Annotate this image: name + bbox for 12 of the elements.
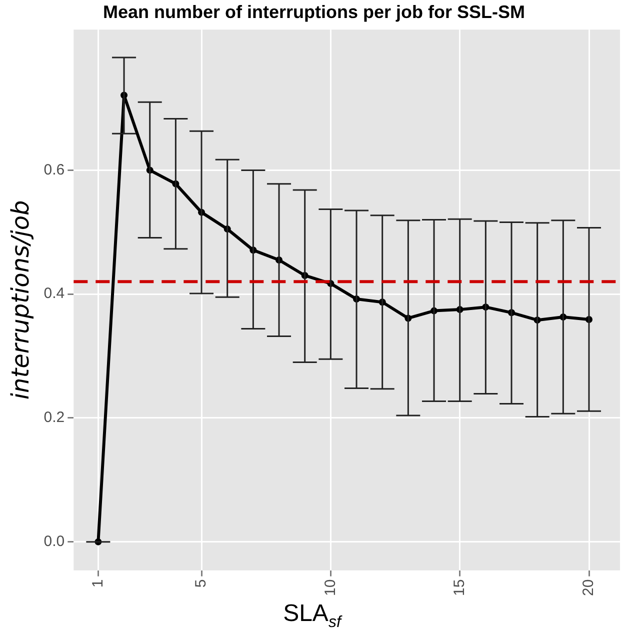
y-tick-label: 0.0 xyxy=(44,532,65,550)
chart-title: Mean number of interruptions per job for SSL-SM xyxy=(102,2,526,22)
y-tick-label: 0.4 xyxy=(44,285,65,302)
x-axis-title: SLA$_{sf}$ xyxy=(282,600,344,632)
x-tick-label: 10 xyxy=(322,579,339,596)
y-tick-label: 0.2 xyxy=(44,409,65,426)
x-tick-label: 1 xyxy=(89,579,106,588)
y-tick-label: 0.6 xyxy=(44,161,65,178)
y-axis-title: interruptions/job xyxy=(6,200,35,400)
x-tick-label: 15 xyxy=(450,579,468,596)
x-tick-label: 20 xyxy=(580,579,598,596)
x-tick-label: 5 xyxy=(192,579,210,588)
